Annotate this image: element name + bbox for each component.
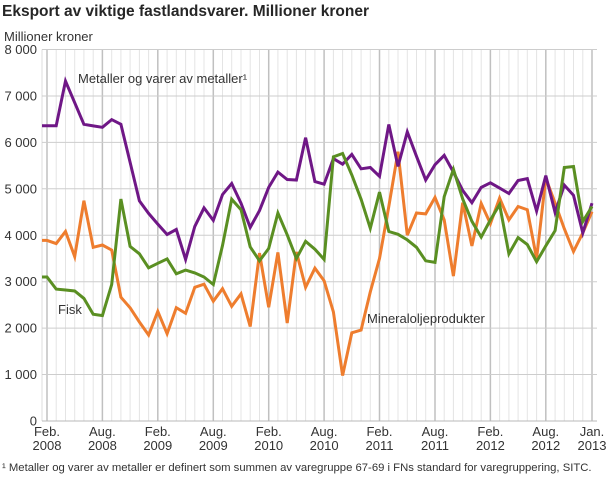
svg-text:2 000: 2 000 <box>4 321 37 336</box>
svg-text:Aug.: Aug. <box>89 424 116 439</box>
svg-text:Aug.: Aug. <box>422 424 449 439</box>
svg-text:1 000: 1 000 <box>4 367 37 382</box>
svg-text:3 000: 3 000 <box>4 274 37 289</box>
svg-text:2010: 2010 <box>254 438 283 453</box>
svg-text:2012: 2012 <box>476 438 505 453</box>
svg-text:6 000: 6 000 <box>4 135 37 150</box>
svg-text:8 000: 8 000 <box>4 42 37 57</box>
svg-text:Feb.: Feb. <box>145 424 171 439</box>
svg-text:Feb.: Feb. <box>477 424 503 439</box>
svg-text:2012: 2012 <box>531 438 560 453</box>
svg-text:Fisk: Fisk <box>58 302 82 317</box>
svg-text:2010: 2010 <box>310 438 339 453</box>
svg-text:2011: 2011 <box>366 438 394 453</box>
svg-text:5 000: 5 000 <box>4 181 37 196</box>
svg-text:2011: 2011 <box>421 438 449 453</box>
svg-text:2013: 2013 <box>578 438 607 453</box>
svg-text:Aug.: Aug. <box>311 424 338 439</box>
svg-text:2009: 2009 <box>199 438 228 453</box>
svg-text:Feb.: Feb. <box>34 424 60 439</box>
svg-text:0: 0 <box>30 414 37 429</box>
svg-text:7 000: 7 000 <box>4 88 37 103</box>
svg-text:Metaller og varer av metaller¹: Metaller og varer av metaller¹ <box>78 71 248 86</box>
svg-text:Aug.: Aug. <box>532 424 559 439</box>
svg-text:Eksport av viktige fastlandsva: Eksport av viktige fastlandsvarer. Milli… <box>2 3 369 20</box>
svg-text:Feb.: Feb. <box>366 424 392 439</box>
svg-text:2008: 2008 <box>88 438 117 453</box>
svg-text:Mineraloljeprodukter: Mineraloljeprodukter <box>367 311 485 326</box>
svg-text:Millioner kroner: Millioner kroner <box>4 29 94 44</box>
svg-text:4 000: 4 000 <box>4 228 37 243</box>
svg-text:Feb.: Feb. <box>256 424 282 439</box>
svg-text:2008: 2008 <box>33 438 62 453</box>
svg-text:Aug.: Aug. <box>200 424 227 439</box>
svg-text:Jan.: Jan. <box>580 424 605 439</box>
svg-text:¹ Metaller og varer av metalle: ¹ Metaller og varer av metaller er defin… <box>2 462 592 474</box>
svg-text:2009: 2009 <box>143 438 172 453</box>
